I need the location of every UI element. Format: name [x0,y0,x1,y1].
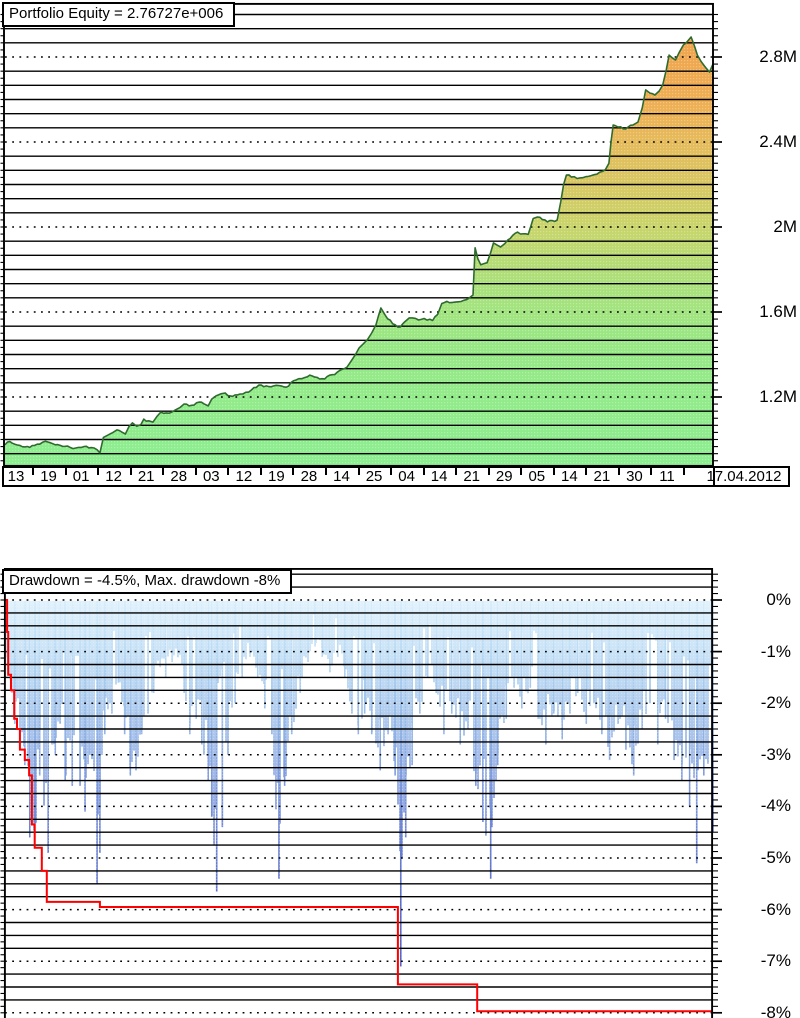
drawdown-y-label: -4% [760,796,791,816]
equity-x-label: 29 [495,468,513,485]
x-axis-tick [162,468,165,475]
x-axis-tick [487,468,490,475]
equity-x-label: 11 [659,468,675,485]
equity-x-label: 13 [7,468,25,485]
equity-x-label: 01 [72,468,90,485]
x-axis-tick [422,468,425,475]
equity-x-label: 12 [235,468,253,485]
equity-y-label: 2.8M [759,47,797,66]
equity-x-label: 21 [137,468,155,485]
equity-x-label: 14 [561,468,578,485]
x-axis-tick [585,468,588,475]
drawdown-y-label: -1% [760,641,791,661]
x-axis-tick [292,468,295,475]
equity-x-label: 03 [202,468,220,485]
equity-x-axis: 13 19 01 12 21 28 03 12 19 28 14 25 04 14 21 29 05 14 21 30… [2,466,790,487]
x-axis-tick [455,468,458,475]
equity-x-label: 04 [398,468,415,485]
equity-x-label: 21 [463,468,481,485]
x-axis-tick [97,468,100,475]
x-axis-tick [194,468,197,475]
equity-x-label: 28 [300,468,318,485]
drawdown-plot [0,567,722,1018]
equity-x-label: 12 [105,468,122,485]
plot-frame-extension [713,468,715,485]
equity-plot [0,2,722,467]
equity-y-label: 1.6M [759,302,797,321]
x-axis-tick [520,468,523,475]
equity-x-label: 21 [593,468,611,485]
x-axis-tick [650,468,653,475]
equity-x-label: 28 [170,468,188,485]
drawdown-y-label: -7% [760,951,791,971]
x-axis-tick [683,468,685,475]
equity-x-label: 25 [365,468,383,485]
x-axis-tick [227,468,230,475]
equity-y-label: 1.2M [759,387,797,406]
drawdown-y-label: -2% [760,693,791,713]
x-axis-tick [32,468,34,475]
equity-x-label: 30 [626,468,643,485]
x-axis-tick [129,468,132,475]
equity-x-label: 19 [40,468,57,485]
x-axis-tick [64,468,67,475]
equity-chart-title: Portfolio Equity = 2.76727e+006 [2,2,236,27]
drawdown-y-label: -3% [760,744,791,764]
equity-x-label: 19 [268,468,285,485]
drawdown-y-label: 0% [766,590,791,609]
equity-y-label: 2M [773,217,797,236]
drawdown-y-label: -8% [760,1002,791,1018]
x-axis-tick [357,468,360,475]
drawdown-chart-title: Drawdown = -4.5%, Max. drawdown -8% [2,569,293,594]
drawdown-y-label: -5% [760,848,791,867]
drawdown-y-label: -6% [760,899,791,919]
x-axis-tick [324,468,327,475]
equity-y-label: 2.4M [759,132,797,151]
x-axis-tick [259,468,262,475]
drawdown-chart: Drawdown = -4.5%, Max. drawdown -8% 0% -1… [0,567,800,1018]
x-axis-tick [390,468,393,475]
equity-x-label-date: 17.04.2012 [706,468,782,485]
equity-x-label: 14 [430,468,448,485]
equity-x-label: 14 [333,468,350,485]
x-axis-tick [617,468,620,475]
equity-x-label: 05 [528,468,546,485]
equity-chart: Portfolio Equity = 2.76727e+006 2.8M 2.4M… [0,0,800,492]
x-axis-tick [552,468,555,475]
